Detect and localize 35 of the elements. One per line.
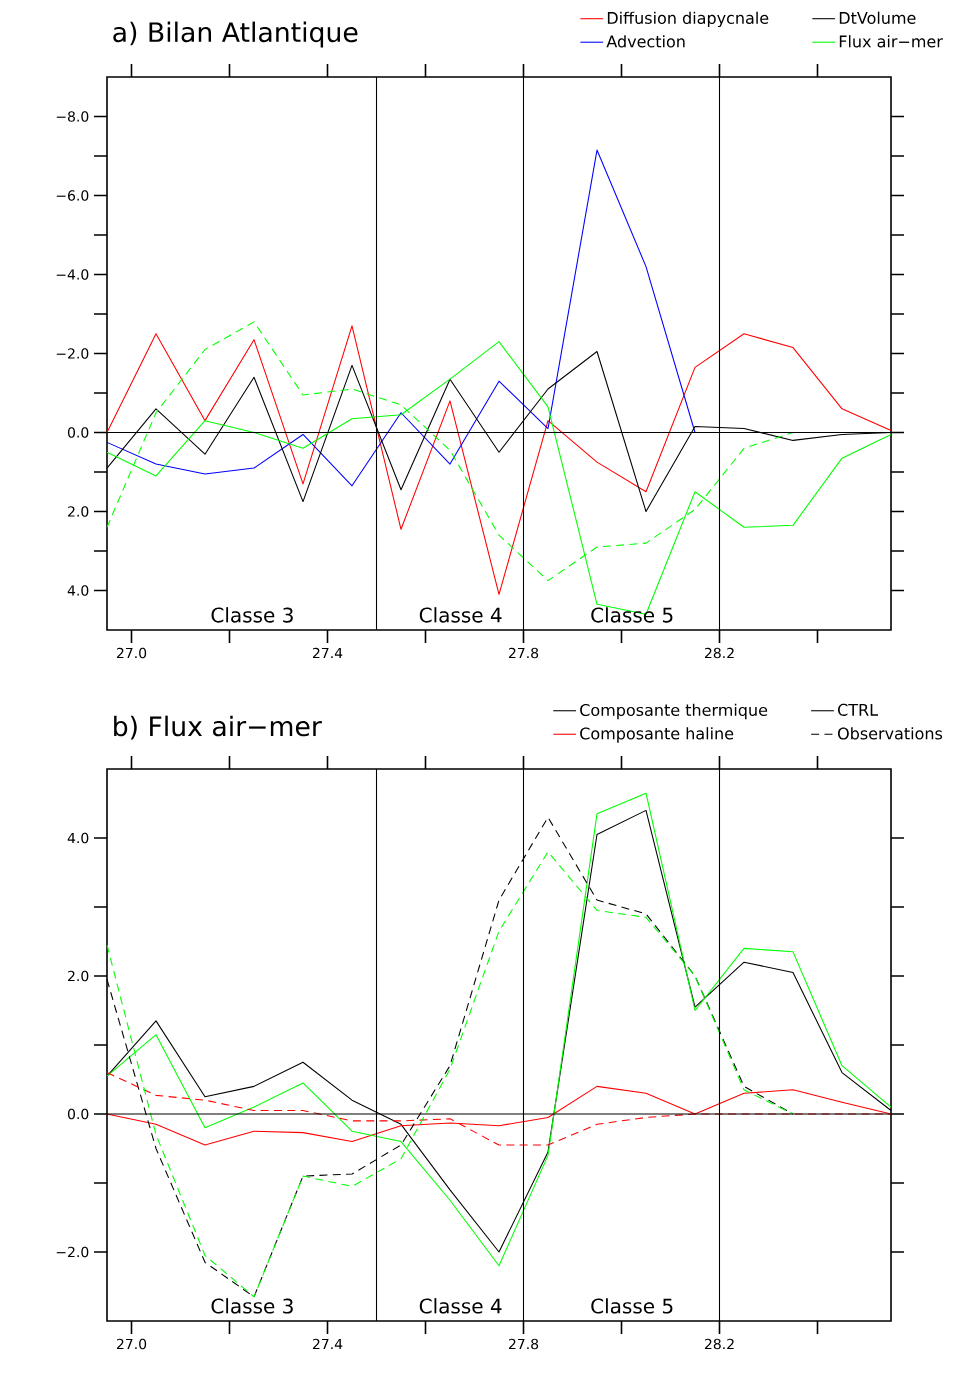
annotation: Classe 5 — [591, 1298, 673, 1314]
legend-label: Composante thermique — [580, 703, 768, 720]
x-tick-label: 28.2 — [704, 647, 734, 659]
y-tick-label: −2.0 — [56, 1246, 89, 1258]
annotation: Classe 3 — [211, 1298, 293, 1314]
y-tick-label: 4.0 — [67, 832, 89, 844]
annotation: Classe 3 — [211, 607, 293, 623]
legend-label: DtVolume — [839, 11, 916, 25]
y-tick-label: 2.0 — [68, 506, 89, 517]
x-tick-label: 27.8 — [508, 647, 539, 659]
x-tick-label: 27.4 — [312, 1338, 343, 1350]
y-tick-label: 0.0 — [67, 1108, 89, 1120]
y-tick-label: 4.0 — [67, 585, 89, 596]
x-tick-label: 27.0 — [116, 647, 147, 659]
text: Observations — [838, 727, 943, 740]
legend-label: Diffusion diapycnale — [607, 11, 769, 28]
y-tick-label: −8.0 — [56, 111, 89, 122]
legend-label: Flux air−mer — [839, 35, 943, 48]
annotation: Classe 4 — [419, 607, 502, 623]
legend-label: Advection — [606, 35, 685, 48]
y-tick-label: 0.0 — [67, 427, 89, 438]
y-tick-label: −2.0 — [56, 348, 89, 359]
chart-title: b) Flux air−mer — [114, 715, 322, 740]
y-tick-label: −6.0 — [56, 190, 89, 201]
annotation: Classe 5 — [591, 607, 673, 623]
text: CTRL — [838, 703, 878, 716]
x-tick-label: 28.2 — [704, 1338, 734, 1350]
x-tick-label: 27.8 — [508, 1338, 539, 1350]
annotation: Classe 4 — [419, 1298, 502, 1314]
legend-label: Composante haline — [580, 727, 734, 743]
y-tick-label: −4.0 — [56, 269, 89, 280]
y-tick-label: 2.0 — [68, 970, 89, 982]
x-tick-label: 27.0 — [116, 1338, 147, 1350]
x-tick-label: 27.4 — [312, 647, 343, 659]
chart-title: a) Bilan Atlantique — [113, 21, 358, 48]
